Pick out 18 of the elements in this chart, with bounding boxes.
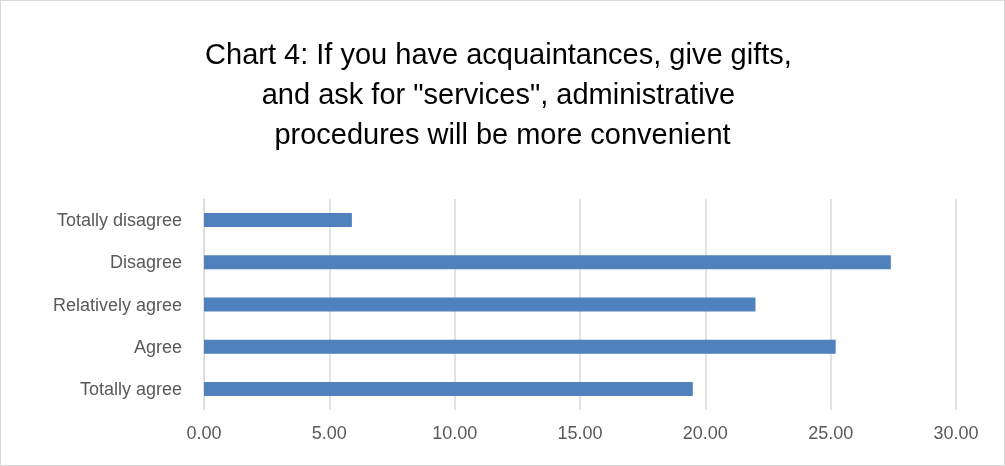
y-tick-label: Agree: [133, 336, 182, 357]
y-tick-label: Disagree: [109, 252, 182, 273]
y-tick-label: Relatively agree: [52, 294, 182, 315]
x-tick-label: 5.00: [311, 423, 347, 443]
bar: [204, 297, 756, 312]
chart-title: Chart 4: If you have acquaintances, give gifts, and ask for "services", administrative procedures will be more convenient: [205, 38, 800, 150]
y-tick-label: Totally disagree: [56, 210, 182, 231]
x-tick-label: 20.00: [682, 423, 728, 443]
bar: [204, 255, 891, 270]
bar: [204, 339, 836, 354]
bar: [204, 381, 693, 396]
x-tick-label: 10.00: [432, 423, 478, 443]
x-tick-label: 25.00: [808, 423, 854, 443]
bar: [204, 213, 352, 228]
x-tick-label: 15.00: [557, 423, 603, 443]
x-tick-label: 0.00: [186, 423, 222, 443]
x-tick-label: 30.00: [933, 423, 979, 443]
y-tick-label: Totally agree: [79, 378, 182, 399]
